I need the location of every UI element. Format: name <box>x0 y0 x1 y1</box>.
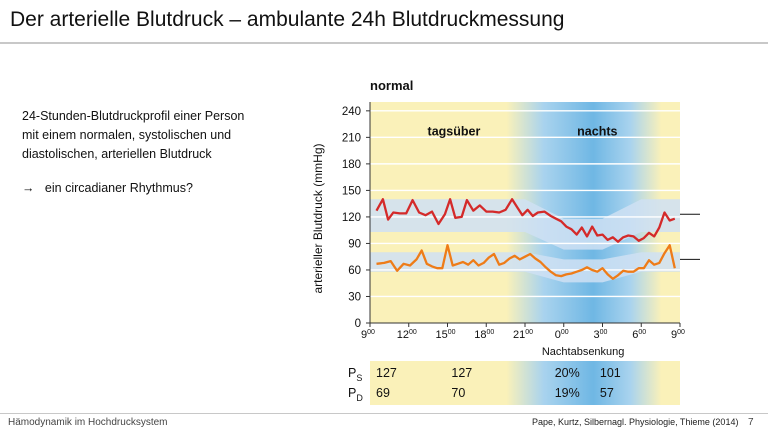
table-background <box>370 361 680 405</box>
arrow-right-icon: → <box>22 181 35 195</box>
table-cell: 127 <box>376 366 397 380</box>
chart-description: 24-Stunden-Blutdruckprofil einer Person … <box>22 107 292 164</box>
page-number: 7 <box>748 417 754 428</box>
title-divider <box>0 42 768 44</box>
x-tick-label: 600 <box>632 329 646 341</box>
y-axis-label: arterieller Blutdruck (mmHg) <box>311 143 325 293</box>
x-tick-label: 1500 <box>435 329 455 341</box>
table-cell: 101 <box>600 366 621 380</box>
table-row-label: PD <box>348 386 363 403</box>
x-tick-label: 2100 <box>513 329 533 341</box>
y-tick-label: 120 <box>342 212 361 224</box>
table-cell: 19% <box>555 386 580 400</box>
table-cell: 20% <box>555 366 580 380</box>
footer-topic: Hämodynamik im Hochdrucksystem <box>8 417 168 428</box>
question-text: ein circadianer Rhythmus? <box>44 181 193 195</box>
y-tick-label: 210 <box>342 132 361 144</box>
chart-title: normal <box>370 78 413 93</box>
table-row-label: PS <box>348 366 362 383</box>
x-tick-label: 1200 <box>397 329 417 341</box>
x-tick-label: 900 <box>361 329 375 341</box>
footer-divider <box>0 413 768 414</box>
table-cell: 57 <box>600 386 614 400</box>
y-tick-label: 30 <box>348 291 361 303</box>
x-tick-label: 900 <box>671 329 685 341</box>
y-tick-label: 0 <box>355 318 361 330</box>
annotation-day: tagsüber <box>428 125 481 139</box>
table-cell: 70 <box>451 386 465 400</box>
y-tick-label: 150 <box>342 185 361 197</box>
table-header: Nachtabsenkung <box>542 346 625 358</box>
question-line: → ein circadianer Rhythmus? <box>22 181 193 195</box>
annotation-night: nachts <box>577 125 617 139</box>
description-line: diastolischen, arteriellen Blutdruck <box>22 147 212 161</box>
description-line: mit einem normalen, systolischen und <box>22 128 232 142</box>
x-tick-label: 1800 <box>474 329 494 341</box>
y-tick-label: 240 <box>342 106 361 118</box>
x-tick-label: 300 <box>594 329 608 341</box>
systolic-normal-band <box>370 199 680 250</box>
series-line-ps <box>375 198 676 243</box>
blood-pressure-chart: 0 30 60 90 120 150 180 210 240 900 1200 1500 1800 210… <box>311 78 700 405</box>
y-tick-label: 60 <box>348 265 361 277</box>
table-cell: 69 <box>376 386 390 400</box>
x-tick-label: 000 <box>555 329 569 341</box>
table-cell: 127 <box>451 366 472 380</box>
source-citation: Pape, Kurtz, Silbernagl. Physiologie, Th… <box>532 417 739 427</box>
y-tick-label: 180 <box>342 159 361 171</box>
y-tick-label: 90 <box>348 238 361 250</box>
diastolic-normal-band <box>370 252 680 283</box>
series-line-pd <box>376 244 676 280</box>
description-line: 24-Stunden-Blutdruckprofil einer Person <box>22 109 245 123</box>
page-title: Der arterielle Blutdruck – ambulante 24h… <box>10 8 565 31</box>
